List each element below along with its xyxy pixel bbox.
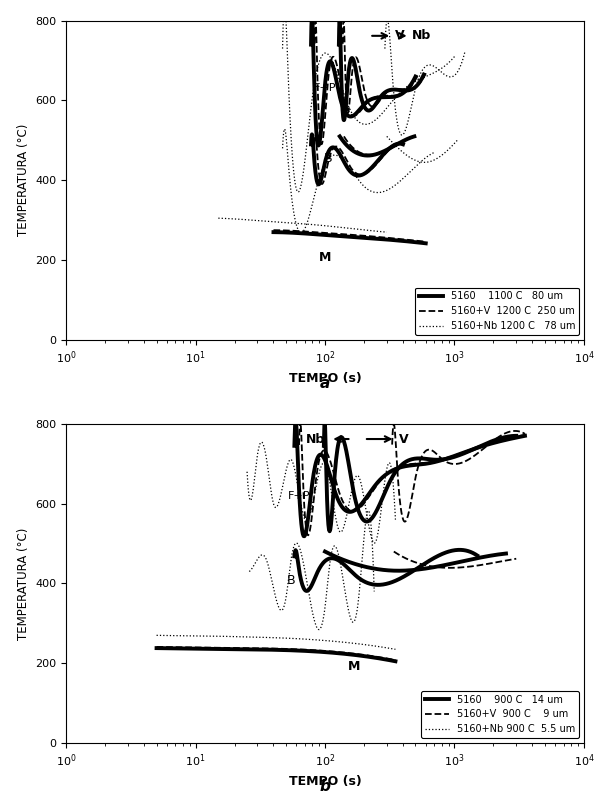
Text: F+P: F+P xyxy=(288,491,311,501)
Text: b: b xyxy=(320,779,331,794)
Y-axis label: TEMPERATURA (°C): TEMPERATURA (°C) xyxy=(16,124,30,237)
Text: Nb: Nb xyxy=(412,29,431,43)
Text: M: M xyxy=(348,659,360,672)
Text: F+P: F+P xyxy=(314,84,336,93)
Text: Nb: Nb xyxy=(306,432,325,445)
X-axis label: TEMPO (s): TEMPO (s) xyxy=(288,775,361,788)
Text: B: B xyxy=(323,152,332,165)
Text: V: V xyxy=(395,29,405,43)
Text: B: B xyxy=(287,574,296,587)
Text: V: V xyxy=(398,432,408,445)
Y-axis label: TEMPERATURA (°C): TEMPERATURA (°C) xyxy=(16,527,30,640)
X-axis label: TEMPO (s): TEMPO (s) xyxy=(288,372,361,385)
Legend: 5160    1100 C   80 um, 5160+V  1200 C  250 um, 5160+Nb 1200 C   78 um: 5160 1100 C 80 um, 5160+V 1200 C 250 um,… xyxy=(415,287,579,335)
Text: a: a xyxy=(320,376,330,390)
Legend: 5160    900 C   14 um, 5160+V  900 C    9 um, 5160+Nb 900 C  5.5 um: 5160 900 C 14 um, 5160+V 900 C 9 um, 516… xyxy=(421,691,579,738)
Text: M: M xyxy=(319,251,331,264)
